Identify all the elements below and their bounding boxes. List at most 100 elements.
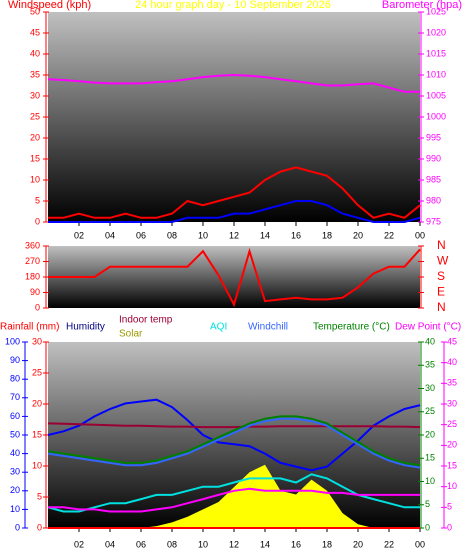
y-tick-label: 70 <box>10 392 20 402</box>
y-tick-label: 50 <box>30 6 40 16</box>
legend-label: AQI <box>210 322 227 333</box>
y-tick-label: 1015 <box>426 48 446 58</box>
y-tick-label: 30 <box>10 467 20 477</box>
y-tick-label: 10 <box>425 476 435 486</box>
x-tick-label: 12 <box>229 539 239 549</box>
y2-axis-label: Barometer (hpa) <box>382 0 462 11</box>
series-line <box>48 247 421 308</box>
y-tick-label: 30 <box>425 383 435 393</box>
y-tick-label: 0 <box>447 522 452 532</box>
legend-label: Temperature (°C) <box>313 322 390 333</box>
y-tick-label: S <box>437 269 445 283</box>
y-tick-label: 40 <box>425 336 435 346</box>
x-tick-label: 22 <box>384 230 394 240</box>
legend-label: Dew Point (°C) <box>395 322 461 333</box>
y-tick-label: 1020 <box>426 27 446 37</box>
y-tick-label: N <box>437 238 446 252</box>
y-tick-label: 45 <box>30 27 40 37</box>
legend-label: Windchill <box>248 322 288 333</box>
y-tick-label: 100 <box>5 336 20 346</box>
y-tick-label: E <box>437 285 445 299</box>
y-tick-label: 60 <box>10 411 20 421</box>
y-tick-label: 0 <box>35 216 40 226</box>
y-tick-label: 15 <box>447 460 457 470</box>
plot-background <box>48 12 420 222</box>
x-tick-label: 06 <box>136 539 146 549</box>
series-line <box>47 398 421 472</box>
x-tick-label: 02 <box>74 230 84 240</box>
y-tick-label: 20 <box>447 440 457 450</box>
y-tick-label: 25 <box>425 406 435 416</box>
y-tick-label: 5 <box>447 502 452 512</box>
y-tick-label: 5 <box>35 195 40 205</box>
y-tick-label: 990 <box>426 153 441 163</box>
y-tick-label: 10 <box>32 460 42 470</box>
y-tick-label: 35 <box>447 378 457 388</box>
x-tick-label: 20 <box>353 230 363 240</box>
x-tick-label: 04 <box>105 539 115 549</box>
y-tick-label: 40 <box>30 48 40 58</box>
y-tick-label: 20 <box>10 485 20 495</box>
plot-background <box>48 246 420 308</box>
y-tick-label: 360 <box>25 240 40 250</box>
x-tick-label: 00 <box>415 230 425 240</box>
x-tick-label: 16 <box>291 230 301 240</box>
y-tick-label: 35 <box>30 69 40 79</box>
series-line <box>47 417 421 469</box>
y-tick-label: 1010 <box>426 69 446 79</box>
y-tick-label: 25 <box>30 111 40 121</box>
y-tick-label: 30 <box>447 398 457 408</box>
x-tick-label: 20 <box>353 539 363 549</box>
series-line <box>47 415 421 467</box>
chart-title: 24 hour graph day - 10 September 2026 <box>135 0 331 11</box>
series-line <box>48 487 420 513</box>
y-tick-label: 1000 <box>426 111 446 121</box>
x-tick-label: 08 <box>167 230 177 240</box>
y-tick-label: 0 <box>15 522 20 532</box>
y-tick-label: 10 <box>30 174 40 184</box>
y-tick-label: 25 <box>32 367 42 377</box>
y-tick-label: 5 <box>37 491 42 501</box>
y-tick-label: 20 <box>32 398 42 408</box>
y-tick-label: 90 <box>30 287 40 297</box>
y-tick-label: 20 <box>30 132 40 142</box>
y-tick-label: 180 <box>25 271 40 281</box>
y-axis-label: Windspeed (kph) <box>8 0 91 11</box>
y-tick-label: 0 <box>35 302 40 312</box>
legend-label: Rainfall (mm) <box>0 322 59 333</box>
y-tick-label: 1005 <box>426 90 446 100</box>
x-tick-label: 04 <box>105 230 115 240</box>
series-area <box>48 464 420 528</box>
y-tick-label: 15 <box>30 153 40 163</box>
x-tick-label: 22 <box>384 539 394 549</box>
legend-label: Humidity <box>66 322 105 333</box>
y-tick-label: 80 <box>10 374 20 384</box>
y-tick-label: 1025 <box>426 6 446 16</box>
y-tick-label: 35 <box>425 360 435 370</box>
y-tick-label: 985 <box>426 174 441 184</box>
y-tick-label: 15 <box>425 453 435 463</box>
y-tick-label: 10 <box>447 481 457 491</box>
y-tick-label: 45 <box>447 336 457 346</box>
x-tick-label: 02 <box>74 539 84 549</box>
y-tick-label: 50 <box>10 429 20 439</box>
x-tick-label: 08 <box>167 539 177 549</box>
y-tick-label: 15 <box>32 429 42 439</box>
y-tick-label: 25 <box>447 419 457 429</box>
y-tick-label: 5 <box>425 499 430 509</box>
y-tick-label: 30 <box>30 90 40 100</box>
x-tick-label: 12 <box>229 230 239 240</box>
x-tick-label: 18 <box>322 539 332 549</box>
y-tick-label: W <box>437 254 449 268</box>
series-line <box>47 73 420 93</box>
x-tick-label: 06 <box>136 230 146 240</box>
y-tick-label: 0 <box>37 522 42 532</box>
y-tick-label: 975 <box>426 216 441 226</box>
series-line <box>48 200 421 223</box>
y-tick-label: 980 <box>426 195 441 205</box>
x-tick-label: 16 <box>291 539 301 549</box>
y-tick-label: 90 <box>10 355 20 365</box>
y-tick-label: 995 <box>426 132 441 142</box>
y-tick-label: 10 <box>10 504 20 514</box>
